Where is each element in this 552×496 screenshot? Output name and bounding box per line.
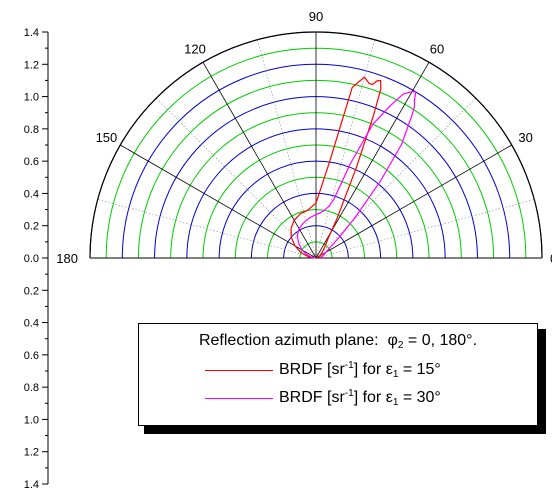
radial-tick-label: 0.2 <box>24 221 39 233</box>
radial-tick-label: 0.4 <box>24 188 39 200</box>
angle-label: 30 <box>518 130 532 145</box>
grid-spoke-minor <box>97 199 317 259</box>
radial-tick-label: 0.8 <box>24 124 39 136</box>
grid-spoke-minor <box>315 39 375 259</box>
radial-tick-label-lower: 1.4 <box>24 479 39 491</box>
radial-tick-label: 1.0 <box>24 92 39 104</box>
angle-label: 90 <box>309 9 323 24</box>
radial-tick-label-lower: 0.6 <box>24 350 39 362</box>
legend-entry-series-2: BRDF [sr-1] for ε1 = 30° <box>205 388 441 408</box>
grid-spoke-major <box>202 62 317 259</box>
grid-spoke-minor <box>315 199 535 259</box>
grid-spoke-minor <box>155 97 317 259</box>
radial-tick-label: 1.2 <box>24 59 39 71</box>
radial-tick-label-lower: 0.2 <box>24 285 39 297</box>
radial-tick-label: 1.4 <box>24 27 39 39</box>
legend-label-series-1: BRDF [sr-1] for ε1 = 15° <box>279 360 441 380</box>
grid-spoke-major <box>315 62 430 259</box>
angle-label: 120 <box>184 41 206 56</box>
legend-swatch-series-1 <box>205 369 273 371</box>
legend: Reflection azimuth plane: φ2 = 0, 180°. … <box>138 323 538 426</box>
grid-spoke-major <box>120 144 317 259</box>
legend-label-series-2: BRDF [sr-1] for ε1 = 30° <box>279 388 441 408</box>
series-line-2 <box>296 90 417 259</box>
legend-title: Reflection azimuth plane: φ2 = 0, 180°. <box>198 332 478 351</box>
angle-label: 180 <box>56 251 78 266</box>
radial-tick-label-lower: 1.2 <box>24 447 39 459</box>
angle-label: 0 <box>550 251 552 266</box>
grid-spokes <box>97 32 535 259</box>
radial-tick-label: 0.6 <box>24 156 39 168</box>
radial-tick-label-lower: 0.8 <box>24 382 39 394</box>
angle-label: 150 <box>96 130 118 145</box>
angle-label: 60 <box>430 41 444 56</box>
radial-tick-label-lower: 1.0 <box>24 414 39 426</box>
grid-spoke-minor <box>315 97 477 259</box>
grid-spoke-major <box>315 144 512 259</box>
radial-tick-label: 0.0 <box>24 253 39 265</box>
outer-arc <box>89 31 543 259</box>
series-line-1 <box>290 76 382 259</box>
legend-entry-series-1: BRDF [sr-1] for ε1 = 15° <box>205 360 441 380</box>
radial-tick-label-lower: 0.4 <box>24 318 39 330</box>
legend-swatch-series-2 <box>205 397 273 399</box>
grid-spoke-minor <box>257 39 317 259</box>
